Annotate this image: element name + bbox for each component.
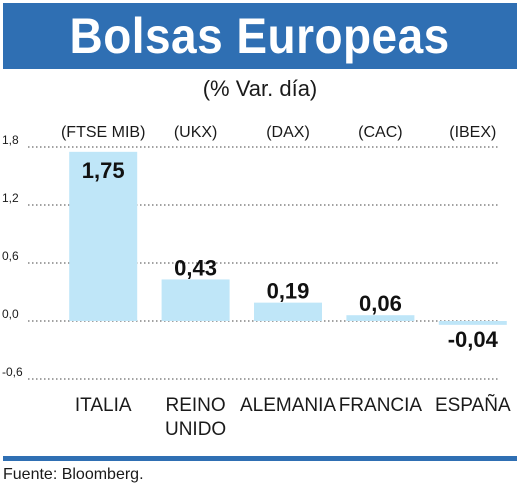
index-label: (IBEX) [449,124,496,141]
title-banner: Bolsas Europeas [3,3,517,69]
bar [254,302,322,321]
y-tick-label: 1,8 [2,133,19,147]
data-label: 0,06 [359,291,402,316]
bar [69,151,138,321]
footer-rule [3,456,517,461]
category-label: ALEMANIA [240,395,336,416]
category-label: FRANCIA [339,395,423,416]
category-label: ESPAÑA [435,394,511,416]
y-tick-label: 1,2 [2,191,19,205]
y-tick-label: 0,0 [2,307,19,321]
data-label: 0,43 [174,255,217,280]
category-label: REINO [166,395,226,416]
index-label: (DAX) [266,124,310,141]
bar [438,321,507,325]
y-tick-label: -0,6 [2,365,23,379]
bar [161,279,230,321]
data-label: 1,75 [82,158,125,183]
index-label: (UKX) [174,124,218,141]
chart-title: Bolsas Europeas [69,8,451,64]
source-note: Fuente: Bloomberg. [3,466,144,483]
category-label: ITALIA [75,395,132,416]
category-label: UNIDO [165,419,226,440]
bar [346,315,415,321]
y-tick-label: 0,6 [2,249,19,263]
index-label: (CAC) [358,124,402,141]
index-label: (FTSE MIB) [61,124,145,141]
data-label: -0,04 [448,327,499,352]
data-label: 0,19 [267,279,310,304]
chart-subtitle: (% Var. día) [202,76,318,101]
